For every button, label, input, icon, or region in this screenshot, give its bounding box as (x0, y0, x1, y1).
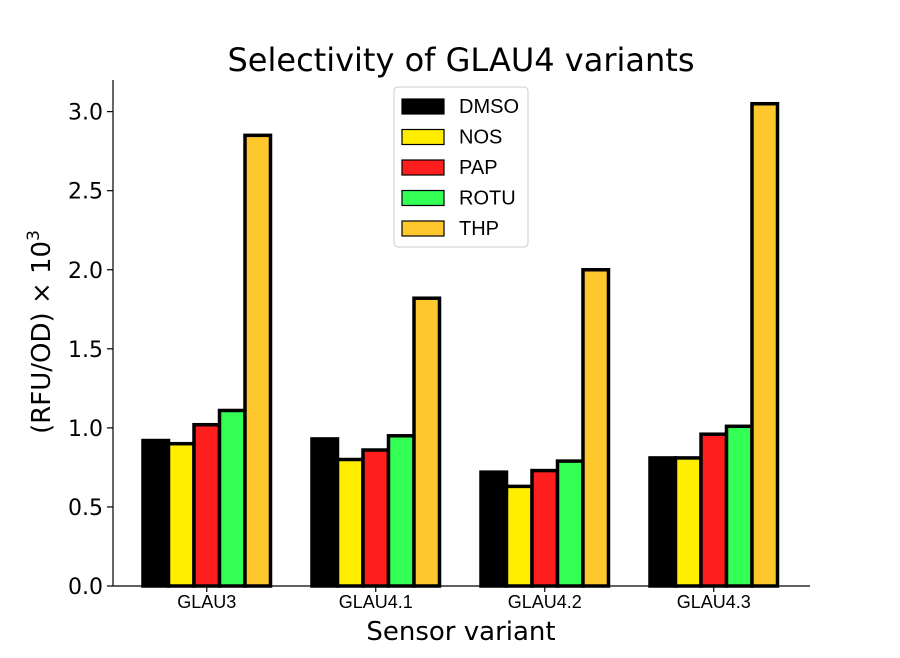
legend-swatch-rotu (401, 189, 445, 207)
bar-rotu-glau4-1 (386, 434, 416, 588)
y-tick-label: 1.0 (68, 417, 103, 442)
bar-nos-glau4-2 (504, 484, 534, 588)
bar-rotu-glau3 (217, 408, 247, 588)
y-tick-label: 0.0 (68, 575, 103, 600)
x-tick-label: GLAU3 (177, 592, 236, 612)
legend-label-thp: THP (459, 218, 499, 240)
y-tick-label: 2.5 (68, 180, 103, 205)
y-tick-label: 2.0 (68, 259, 103, 284)
bar-thp-glau4-2 (581, 268, 611, 588)
bar-thp-glau4-1 (412, 296, 442, 588)
bar-thp-glau4-3 (750, 101, 780, 588)
legend-swatch-nos (401, 128, 445, 146)
x-axis-label: Sensor variant (366, 617, 555, 647)
legend-label-nos: NOS (459, 127, 502, 149)
bar-nos-glau4-1 (335, 457, 365, 588)
bar-dmso-glau4-1 (310, 437, 340, 588)
bar-dmso-glau4-3 (648, 456, 678, 588)
bar-pap-glau4-1 (361, 448, 391, 588)
chart-title: Selectivity of GLAU4 variants (227, 41, 694, 79)
bar-pap-glau3 (192, 422, 222, 588)
y-tick-label: 0.5 (68, 496, 103, 521)
y-axis-label: (RFU/OD) × 103 (24, 230, 57, 434)
legend-label-pap: PAP (459, 157, 498, 179)
bar-pap-glau4-2 (530, 468, 560, 588)
bar-pap-glau4-3 (699, 432, 729, 588)
bar-dmso-glau3 (141, 438, 171, 588)
legend: DMSO NOS PAP ROTU THP (393, 86, 529, 248)
legend-label-rotu: ROTU (459, 188, 516, 210)
bar-rotu-glau4-2 (555, 459, 585, 588)
x-tick-label: GLAU4.2 (508, 592, 582, 612)
y-tick-label: 1.5 (68, 338, 103, 363)
bar-dmso-glau4-2 (479, 470, 509, 588)
x-tick-label: GLAU4.1 (339, 592, 413, 612)
y-axis-ticks: 0.0 0.5 1.0 1.5 2.0 2.5 3.0 (68, 101, 113, 600)
legend-label-dmso: DMSO (459, 96, 519, 118)
bar-nos-glau3 (166, 441, 196, 588)
legend-swatch-dmso (401, 98, 445, 115)
bar-thp-glau3 (243, 133, 273, 588)
y-tick-label: 3.0 (68, 101, 103, 126)
legend-frame (393, 86, 529, 248)
x-tick-label: GLAU4.3 (677, 592, 751, 612)
plot-area (141, 101, 780, 588)
legend-swatch-thp (401, 220, 445, 237)
legend-swatch-pap (401, 159, 445, 176)
x-axis-ticks: GLAU3 GLAU4.1 GLAU4.2 GLAU4.3 (177, 586, 751, 612)
bar-nos-glau4-3 (673, 456, 703, 588)
bar-rotu-glau4-3 (724, 424, 754, 588)
